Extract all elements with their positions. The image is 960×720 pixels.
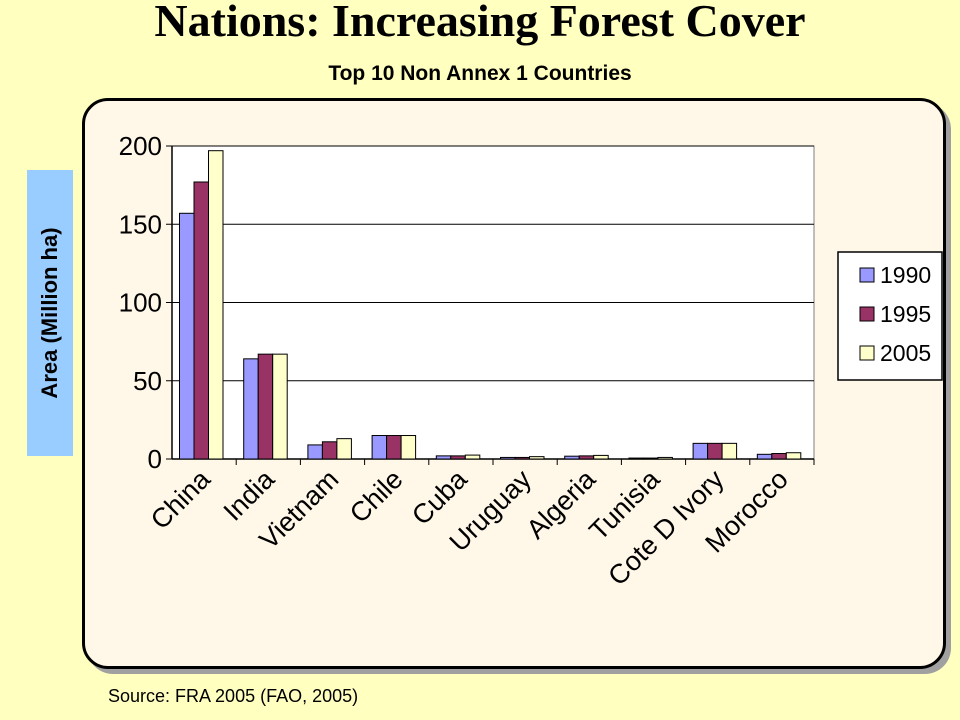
bar-1990-tunisia [628, 457, 644, 460]
bar-2005-morocco [785, 452, 802, 460]
bar-1990-cuba [435, 455, 452, 460]
bar-1990-algeria [564, 455, 580, 460]
bar-1990-uruguay [500, 456, 516, 460]
bar-1995-uruguay [514, 456, 530, 460]
legend [837, 251, 943, 381]
bar-1995-algeria [578, 455, 595, 460]
y-axis-label-box: Area (Million ha) [27, 170, 73, 456]
bar-2005-cote-d-ivory [721, 442, 738, 460]
bar-2005-vietnam [336, 438, 352, 460]
legend-label: 2005 [880, 340, 931, 366]
chart-title: Top 10 Non Annex 1 Countries [328, 62, 632, 85]
bar-1995-cote-d-ivory [707, 442, 723, 460]
bar-2005-uruguay [529, 456, 545, 460]
bar-1995-india [257, 353, 274, 460]
bar-1995-chile [386, 435, 402, 460]
bar-1990-india [243, 358, 259, 460]
legend-label: 1990 [880, 262, 931, 288]
bar-1990-china [179, 212, 195, 460]
bar-2005-china [208, 150, 224, 460]
x-tick-label: Chile [344, 464, 409, 529]
y-tick-label: 200 [119, 131, 162, 161]
y-tick-label: 50 [133, 366, 162, 396]
page-title: Nations: Increasing Forest Cover [154, 0, 806, 46]
bar-2005-tunisia [657, 456, 673, 460]
legend-label: 1995 [880, 301, 931, 327]
bar-1990-vietnam [307, 444, 323, 460]
y-tick-label: 150 [119, 209, 162, 239]
legend-swatch [859, 345, 875, 361]
bar-1990-morocco [756, 453, 773, 460]
bar-2005-chile [400, 435, 417, 460]
legend-swatch [859, 267, 875, 283]
bar-1990-chile [371, 435, 388, 460]
bar-1995-vietnam [321, 441, 338, 460]
bar-2005-cuba [464, 454, 481, 460]
y-tick-label: 100 [119, 288, 162, 318]
y-axis-label: Area (Million ha) [37, 227, 62, 399]
bar-1995-morocco [771, 453, 787, 460]
legend-swatch [859, 306, 875, 322]
source-note: Source: FRA 2005 (FAO, 2005) [108, 686, 359, 706]
x-tick-label: China [145, 463, 217, 535]
bar-2005-india [272, 353, 288, 460]
y-tick-label: 0 [148, 444, 162, 474]
bar-1995-cuba [450, 455, 466, 460]
bar-1995-tunisia [642, 457, 659, 460]
bar-2005-algeria [593, 454, 609, 460]
bar-1995-china [193, 181, 209, 460]
bar-1990-cote-d-ivory [692, 442, 709, 460]
